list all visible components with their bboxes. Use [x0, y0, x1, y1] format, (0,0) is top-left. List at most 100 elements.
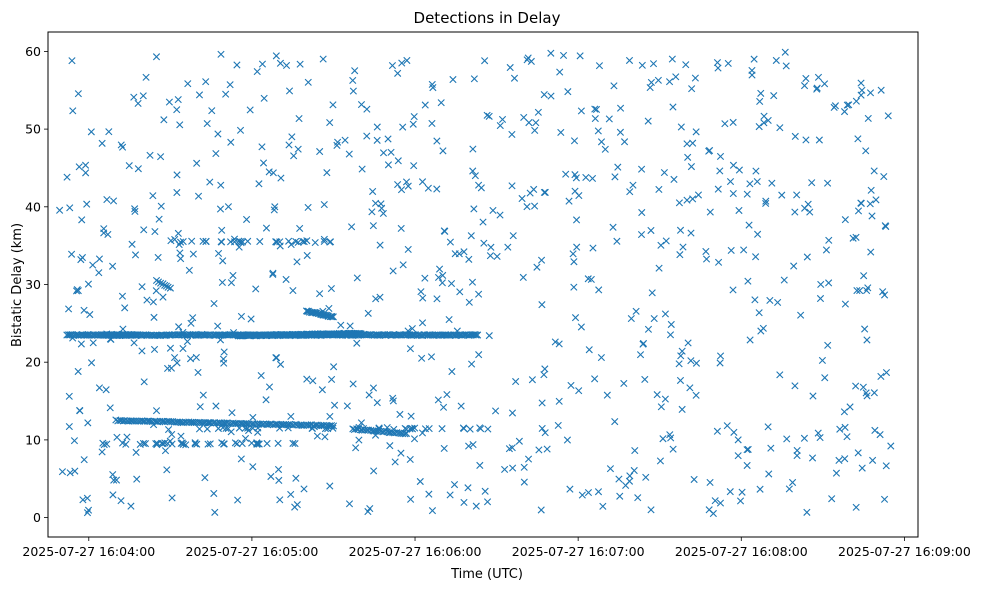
data-point: [676, 376, 685, 385]
data-point: [358, 165, 366, 173]
data-point: [206, 178, 214, 186]
data-point: [244, 237, 252, 245]
data-point: [726, 488, 734, 496]
data-point: [87, 359, 96, 367]
data-point: [501, 465, 509, 474]
data-point: [675, 360, 683, 368]
data-point: [706, 478, 714, 487]
data-point: [882, 222, 890, 231]
data-point: [233, 61, 241, 69]
data-point: [303, 375, 311, 383]
data-point: [389, 397, 397, 405]
data-point: [177, 432, 185, 440]
data-point: [290, 152, 298, 160]
data-point: [300, 485, 308, 493]
data-point: [515, 437, 523, 445]
data-point: [128, 240, 136, 248]
data-point: [555, 340, 563, 348]
data-point: [509, 464, 517, 472]
data-point: [528, 376, 536, 384]
data-point: [629, 181, 637, 189]
data-point: [184, 80, 192, 88]
data-point: [276, 238, 284, 246]
data-point: [381, 427, 389, 435]
data-point: [776, 371, 784, 379]
data-point: [661, 310, 669, 318]
data-point: [159, 293, 167, 301]
data-point: [711, 497, 719, 505]
data-point: [577, 323, 585, 331]
data-point: [220, 348, 228, 356]
data-point: [675, 199, 684, 207]
data-point: [109, 491, 117, 499]
data-point: [155, 215, 163, 223]
data-point: [667, 320, 675, 329]
data-point: [123, 433, 131, 441]
data-point: [716, 499, 725, 507]
data-point: [743, 446, 751, 454]
data-point: [275, 476, 283, 484]
data-point: [440, 444, 448, 453]
data-point: [276, 59, 285, 67]
data-point: [755, 309, 763, 317]
data-point: [125, 162, 133, 170]
data-point: [578, 491, 586, 499]
x-tick-label: 2025-07-27 16:07:00: [512, 544, 645, 559]
data-point: [285, 141, 293, 149]
data-point: [255, 440, 263, 448]
data-point: [743, 461, 751, 470]
data-point: [75, 163, 83, 171]
data-point: [438, 425, 446, 433]
data-point: [176, 121, 184, 129]
data-point: [376, 293, 384, 301]
data-point: [289, 439, 297, 447]
data-point: [372, 295, 380, 303]
data-point: [571, 314, 580, 322]
data-point: [271, 203, 279, 211]
data-point: [489, 206, 497, 215]
data-point: [729, 161, 738, 169]
data-point: [666, 431, 674, 439]
data-point: [860, 272, 868, 280]
data-point: [386, 442, 394, 450]
data-point: [800, 434, 808, 442]
data-point: [537, 256, 546, 264]
data-point: [616, 128, 625, 136]
data-point: [168, 494, 176, 502]
data-point: [345, 150, 353, 158]
data-point: [365, 391, 373, 399]
data-point: [599, 502, 607, 510]
data-point: [882, 368, 891, 377]
data-point: [311, 239, 319, 247]
data-point: [677, 352, 685, 360]
data-point: [353, 339, 361, 347]
data-point: [630, 466, 638, 475]
data-point: [65, 422, 73, 431]
data-point: [465, 298, 473, 306]
data-point: [672, 73, 680, 81]
data-point: [167, 237, 175, 245]
data-point: [407, 495, 415, 503]
data-point: [284, 424, 292, 432]
data-point: [133, 331, 141, 339]
data-point: [70, 437, 79, 445]
data-point: [376, 241, 384, 249]
data-point: [428, 119, 436, 127]
data-point: [659, 435, 667, 443]
data-point: [296, 60, 304, 68]
data-point: [98, 448, 106, 456]
data-point: [713, 58, 722, 67]
data-point: [407, 412, 415, 420]
data-point: [269, 270, 277, 279]
data-point: [662, 237, 670, 245]
data-point: [872, 196, 880, 204]
x-tick-label: 2025-07-27 16:09:00: [838, 544, 971, 559]
data-point: [466, 425, 474, 433]
data-point: [642, 473, 650, 481]
data-point: [203, 119, 211, 128]
data-point: [559, 51, 568, 59]
data-point: [859, 383, 867, 391]
data-point: [151, 227, 159, 236]
data-point: [620, 138, 629, 146]
data-point: [683, 196, 691, 204]
